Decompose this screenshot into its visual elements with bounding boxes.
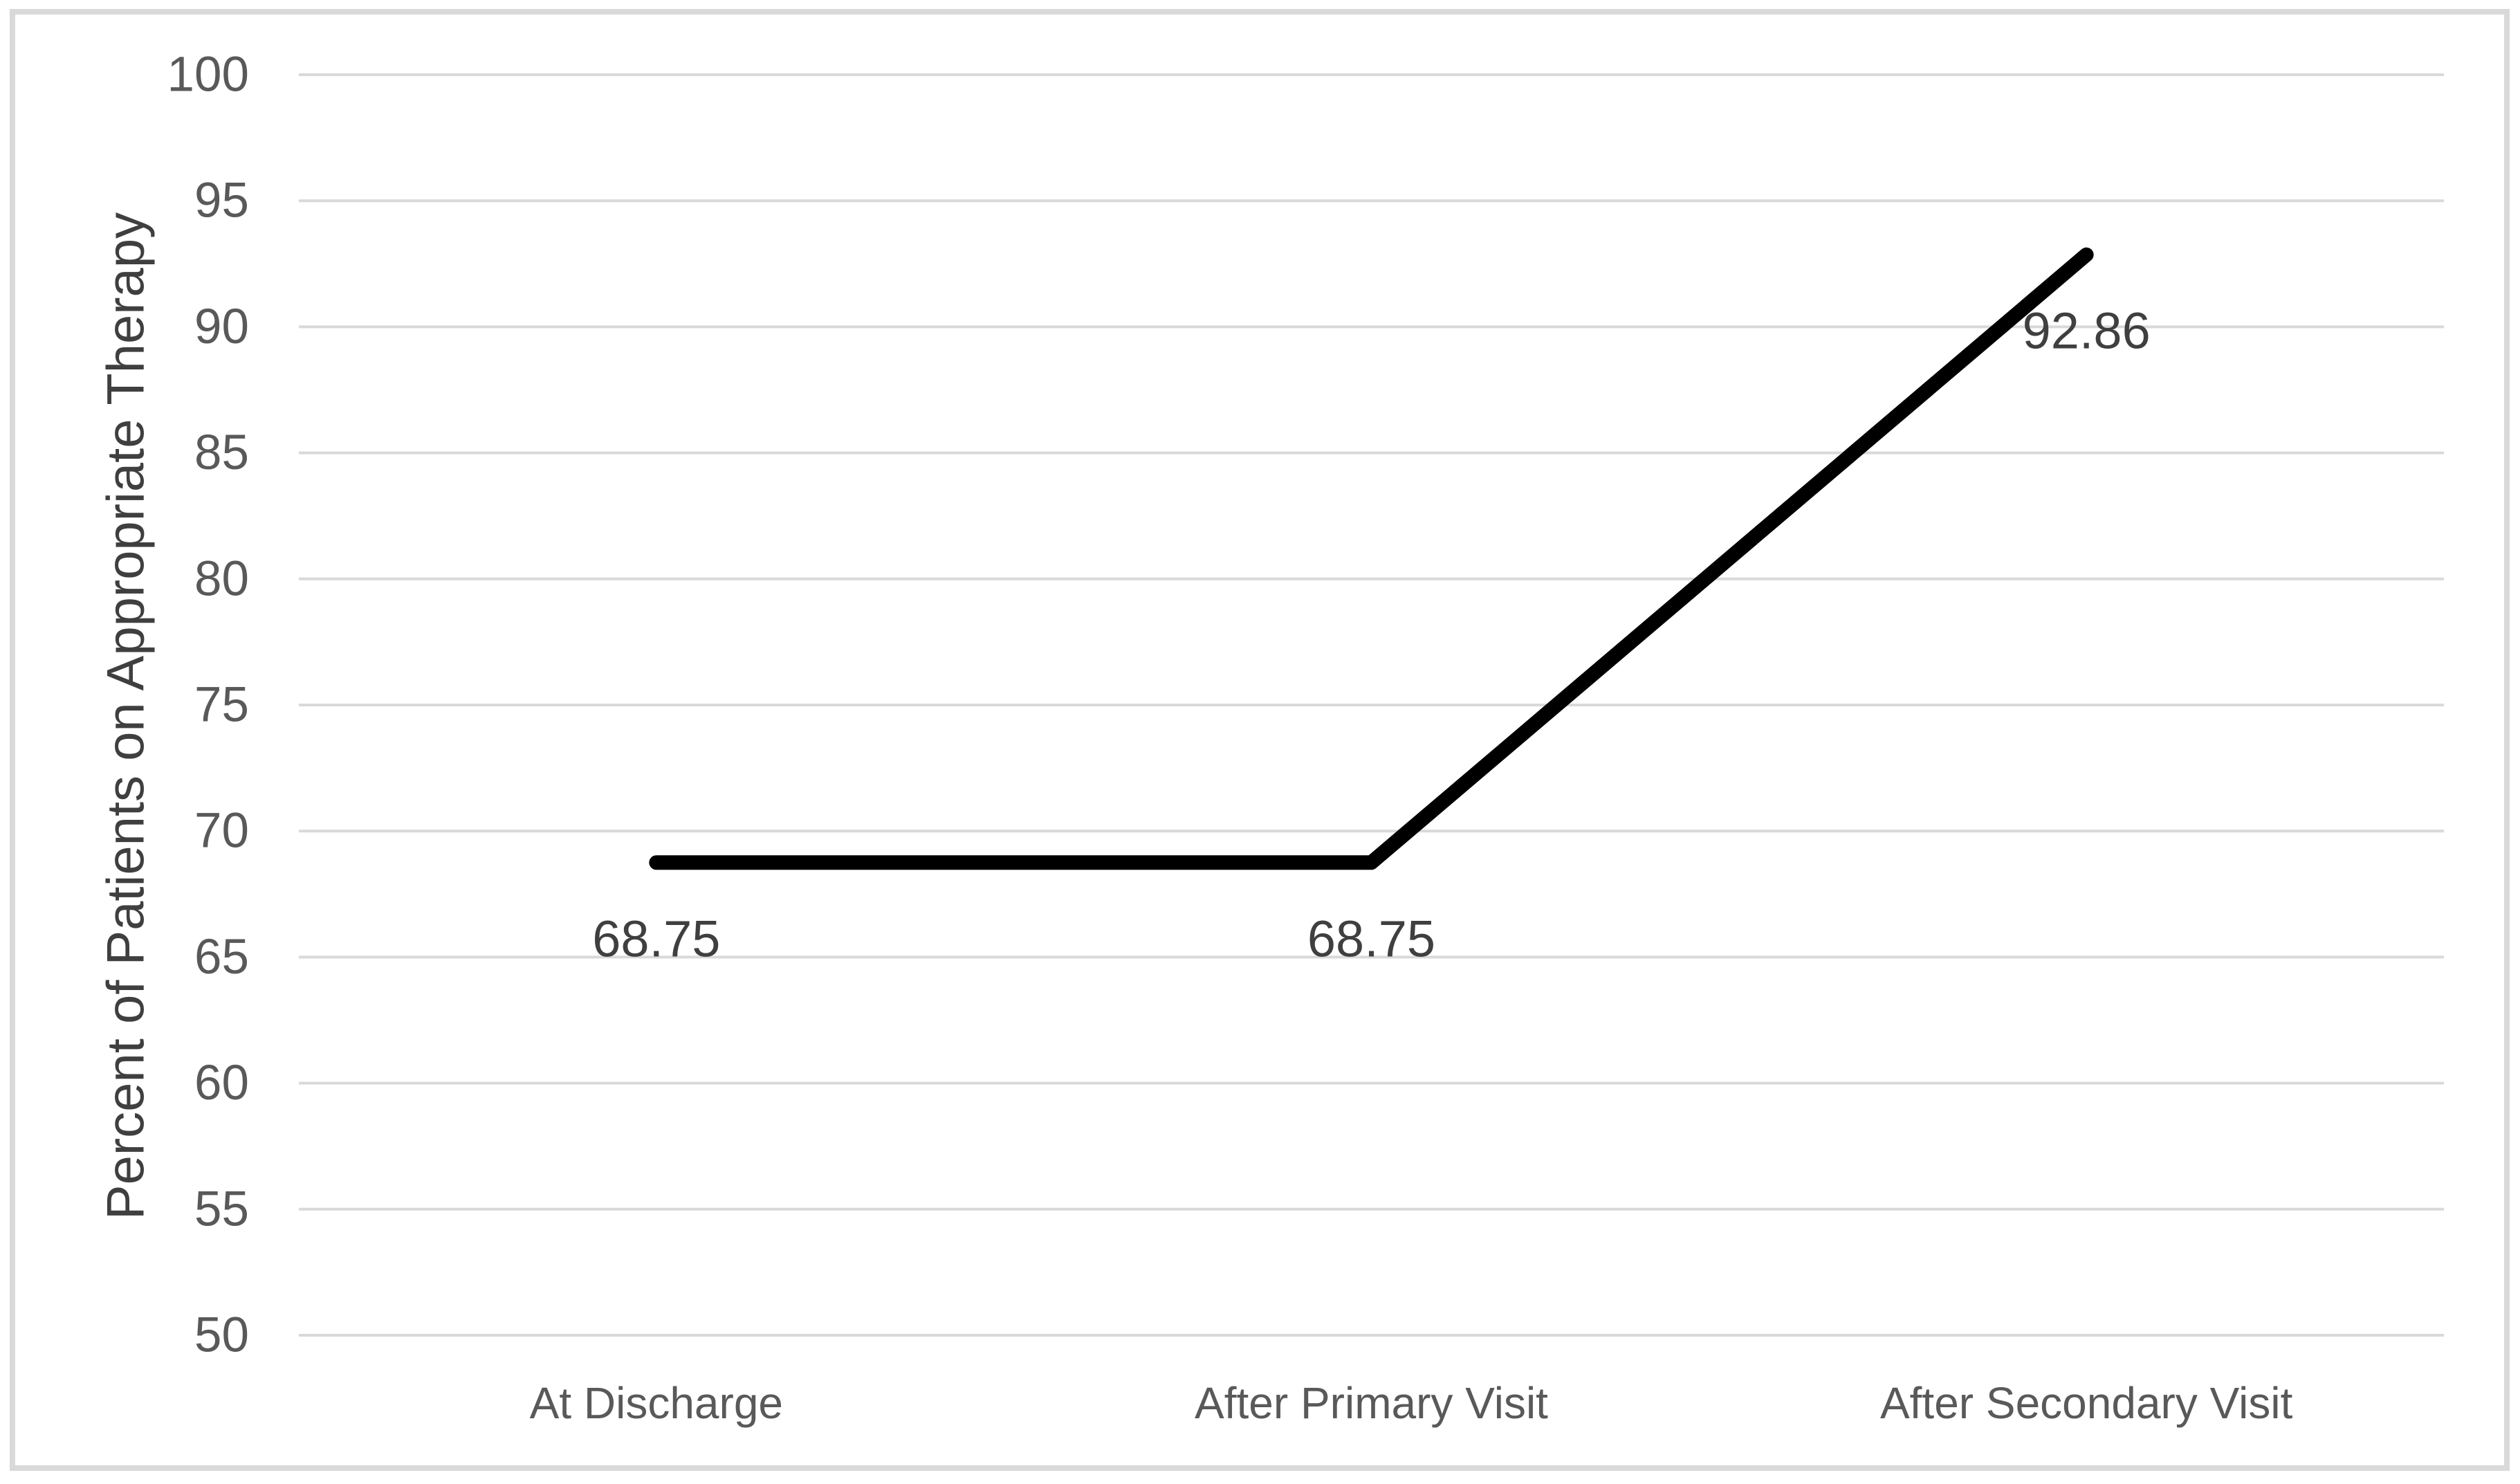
series-line (649, 247, 2094, 870)
y-tick-label-90: 90 (194, 300, 249, 354)
y-tick-label-55: 55 (194, 1182, 249, 1236)
data-label-2: 68.75 (1307, 910, 1435, 967)
y-tick-label-50: 50 (194, 1308, 249, 1363)
y-tick-label-100: 100 (167, 48, 249, 102)
data-label-3: 92.86 (2023, 302, 2151, 360)
y-tick-label-60: 60 (194, 1056, 249, 1110)
y-tick-label-85: 85 (194, 425, 249, 480)
y-tick-label-95: 95 (194, 174, 249, 228)
y-tick-label-70: 70 (194, 804, 249, 859)
x-category-label-1: At Discharge (530, 1378, 783, 1428)
x-category-label-2: After Primary Visit (1195, 1378, 1548, 1428)
y-tick-label-65: 65 (194, 930, 249, 984)
y-axis-title: Percent of Patients on Appropriate Thera… (96, 212, 156, 1220)
data-label-1: 68.75 (592, 910, 720, 967)
x-category-label-3: After Secondary Visit (1880, 1378, 2293, 1428)
y-tick-label-80: 80 (194, 551, 249, 606)
y-tick-label-75: 75 (194, 678, 249, 733)
